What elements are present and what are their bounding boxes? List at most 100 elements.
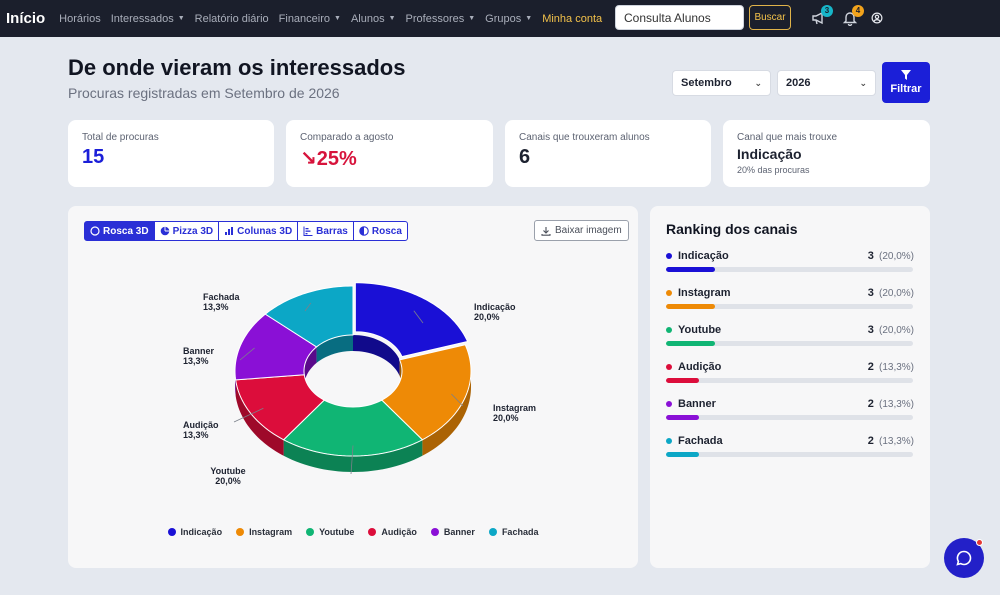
slice-label-name: Fachada [203, 292, 241, 302]
download-image-button[interactable]: Baixar imagem [534, 220, 629, 241]
legend-item[interactable]: Fachada [488, 527, 539, 537]
legend-label: Fachada [501, 527, 539, 537]
tab-label: Colunas 3D [237, 225, 293, 237]
pie-icon [160, 226, 173, 236]
legend-item[interactable]: Instagram [236, 527, 292, 537]
legend-swatch [236, 528, 245, 536]
ranking-count: 3 [867, 287, 874, 299]
user-circle-icon[interactable] [871, 11, 883, 24]
tab-rosca[interactable]: Rosca [352, 221, 408, 241]
donut-slice-banner[interactable] [234, 313, 318, 381]
ranking-dot [666, 401, 672, 407]
nav-item-6[interactable]: Grupos ▼ [485, 13, 532, 25]
chevron-down-icon: ⌄ [754, 77, 762, 88]
ranking-bar-fill [666, 415, 699, 420]
nav-item-3[interactable]: Financeiro ▼ [279, 13, 341, 25]
donut-slice-wall [235, 379, 284, 456]
tab-label: Rosca [371, 225, 402, 237]
chart-type-tabs: Rosca 3D Pizza 3D Colunas 3D Barras Rosca [84, 221, 408, 241]
legend-item[interactable]: Youtube [306, 527, 354, 537]
donut-slice-audição[interactable] [235, 374, 326, 441]
caret-down-icon: ▼ [177, 15, 185, 23]
legend-label: Youtube [319, 527, 355, 537]
ranking-item: Fachada 2 (13,3%) [666, 434, 914, 457]
ranking-percent: (20,0%) [878, 325, 914, 336]
nav-my-account[interactable]: Minha conta [542, 12, 603, 25]
ranking-item: Youtube 3 (20,0%) [666, 323, 914, 346]
year-select[interactable]: 2026 ⌄ [777, 70, 876, 96]
ranking-bar-fill [666, 304, 716, 309]
ranking-name: Instagram [678, 287, 731, 299]
legend-item[interactable]: Indicação [167, 527, 222, 537]
nav-item-label: Financeiro [278, 12, 331, 25]
kpi-label: Total de procuras [82, 132, 159, 143]
page-title: De onde vieram os interessados [68, 55, 406, 80]
tab-barras[interactable]: Barras [297, 221, 354, 241]
brand-home-link[interactable]: Início [6, 10, 46, 27]
ranking-percent: (20,0%) [878, 288, 914, 299]
ranking-item: Indicação 3 (20,0%) [666, 249, 914, 272]
kpi-label: Comparado a agosto [300, 132, 394, 143]
legend-item[interactable]: Banner [430, 527, 475, 537]
caret-down-icon: ▼ [388, 15, 396, 23]
tab-pizza-3d[interactable]: Pizza 3D [153, 221, 220, 241]
donut-slice-instagram[interactable] [380, 344, 472, 441]
ranking-dot [666, 364, 672, 370]
nav-item-0[interactable]: Horários [59, 13, 101, 25]
slice-label-name: Banner [183, 346, 215, 356]
ranking-bar-track [666, 267, 913, 272]
columns-icon [224, 226, 237, 236]
nav-item-label: Professores [405, 12, 465, 25]
donut-slice-youtube[interactable] [282, 399, 424, 457]
ranking-bar-track [666, 341, 913, 346]
slice-label-percent: 13,3% [183, 356, 209, 366]
chat-icon [956, 550, 972, 566]
leader-line [350, 445, 354, 475]
ranking-dot [666, 438, 672, 444]
megaphone-icon[interactable]: 3 [811, 5, 833, 26]
nav-item-1[interactable]: Interessados ▼ [111, 13, 185, 25]
announcements-badge: 3 [821, 5, 833, 17]
nav-item-label: Interessados [110, 12, 174, 25]
bell-icon[interactable]: 4 [842, 5, 864, 27]
slice-label-percent: 20,0% [215, 476, 241, 486]
slice-label-percent: 20,0% [493, 413, 519, 423]
nav-item-2[interactable]: Relatório diário [195, 13, 269, 25]
ranking-dot [666, 253, 672, 259]
donut-slice-indicação[interactable] [354, 282, 469, 358]
caret-down-icon: ▼ [334, 15, 341, 23]
chevron-down-icon: ⌄ [859, 77, 867, 88]
bars-icon [303, 226, 316, 236]
legend-item[interactable]: Audição [368, 527, 417, 537]
kpi-card: Canais que trouxeram alunos 6 [505, 120, 711, 187]
slice-label-name: Youtube [210, 466, 245, 476]
nav-item-4[interactable]: Alunos ▼ [351, 13, 396, 25]
chat-button[interactable] [944, 538, 984, 578]
nav-item-label: Horários [59, 12, 101, 25]
download-image-label: Baixar imagem [555, 225, 622, 236]
filter-button[interactable]: Filtrar [882, 62, 930, 103]
legend-swatch [306, 528, 315, 536]
nav-item-label: Relatório diário [194, 12, 269, 25]
search-button[interactable]: Buscar [749, 5, 791, 30]
tab-label: Pizza 3D [172, 225, 214, 237]
ranking-bar-fill [666, 267, 716, 272]
ranking-count: 2 [867, 435, 874, 447]
legend-swatch [368, 528, 377, 536]
chart-legend: Indicação Instagram Youtube Audição Banner Fa… [68, 527, 638, 537]
ranking-percent: (13,3%) [878, 362, 914, 373]
donut-slice-fachada[interactable] [264, 285, 354, 348]
filter-button-label: Filtrar [890, 83, 922, 95]
slice-label-percent: 13,3% [203, 302, 229, 312]
nav-item-5[interactable]: Professores ▼ [406, 13, 476, 25]
nav-item-label: Grupos [485, 12, 522, 25]
search-input[interactable] [615, 5, 744, 30]
chat-notification-dot [976, 539, 983, 546]
month-select[interactable]: Setembro ⌄ [672, 70, 771, 96]
leader-line [239, 347, 255, 361]
kpi-value: Indicação [737, 146, 802, 162]
ranking-card: Ranking dos canais Indicação 3 (20,0%) Ins… [650, 206, 930, 568]
legend-swatch [167, 528, 176, 536]
ranking-bar-track [666, 415, 913, 420]
kpi-value: 15 [82, 146, 105, 168]
